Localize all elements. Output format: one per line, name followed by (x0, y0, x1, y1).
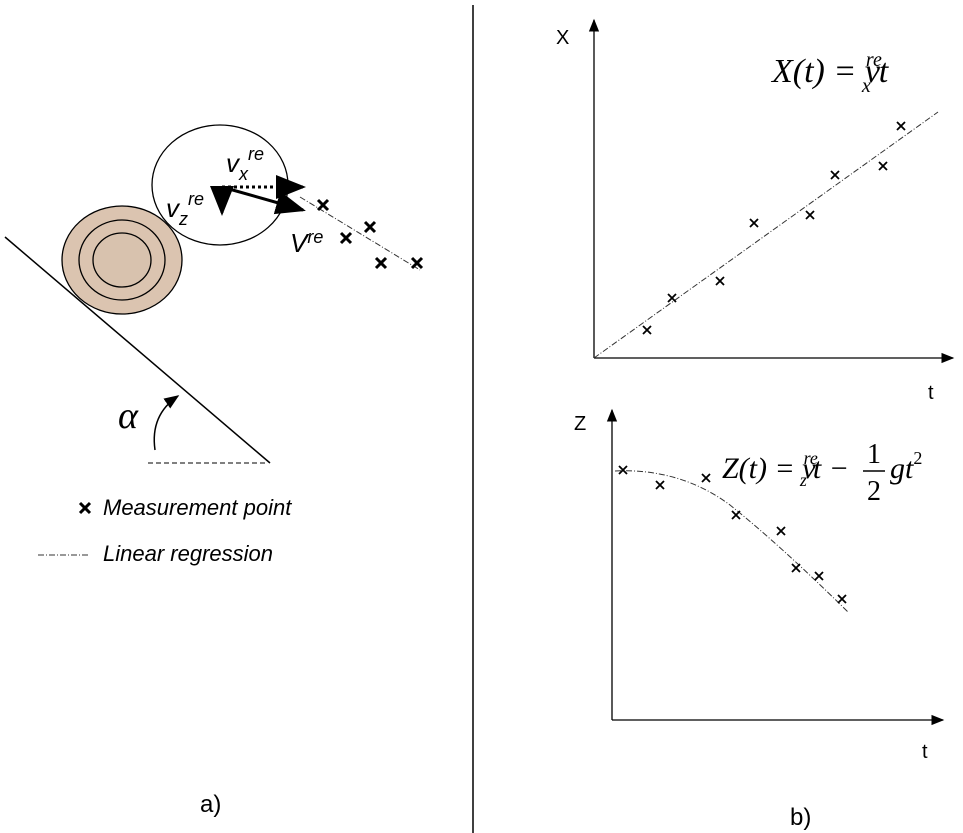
vx-label: vxre (226, 144, 264, 184)
legend-label: Measurement point (103, 495, 292, 520)
measurement-point (374, 256, 388, 270)
fraction-numerator: 1 (867, 439, 881, 470)
measurement-point (363, 220, 377, 234)
measurement-point (78, 501, 92, 515)
measurement-point (655, 480, 665, 490)
measurement-point (837, 594, 847, 604)
measurement-point (618, 465, 628, 475)
measurement-point (701, 473, 711, 483)
measurement-point (410, 256, 424, 270)
measurement-point (878, 161, 888, 171)
y-axis-label: Z (574, 413, 586, 435)
x-axis-label: t (922, 741, 928, 763)
plot-x: X t X(t) = vre x t (556, 18, 955, 404)
equation: X(t) = vre x t (770, 49, 890, 97)
angle-arrow (153, 395, 180, 451)
measurement-points (642, 121, 906, 335)
fit-curve (614, 470, 849, 613)
vz-label: vzre (166, 189, 204, 229)
legend-label: Linear regression (103, 541, 273, 566)
measurement-point (805, 210, 815, 220)
measurement-point (339, 231, 353, 245)
measurement-points (316, 198, 424, 270)
v-arrow (221, 185, 306, 215)
caption: a) (200, 791, 221, 818)
equation: Z(t) = vre z t − (722, 448, 849, 490)
slope (4, 236, 271, 464)
measurement-point (316, 198, 330, 212)
measurement-point (791, 563, 801, 573)
x-axis-label: t (928, 382, 934, 404)
measurement-point (667, 293, 677, 303)
measurement-point (814, 571, 824, 581)
measurement-point (731, 510, 741, 520)
panel-a: α vxre vzre Vre Measurement point Linear… (4, 124, 424, 818)
regression-line (593, 111, 939, 359)
fraction-denominator: 2 (867, 476, 881, 507)
angle-label: α (118, 395, 139, 437)
measurement-point (776, 526, 786, 536)
measurement-point (642, 325, 652, 335)
measurement-point (749, 218, 759, 228)
measurement-point (830, 170, 840, 180)
ball-later (151, 124, 289, 246)
ball-inner (92, 232, 152, 288)
measurement-points (618, 465, 847, 604)
equation-tail: gt2 (890, 448, 922, 485)
measurement-point (715, 276, 725, 286)
legend-marker (78, 501, 92, 515)
measurement-point (896, 121, 906, 131)
plot-z: Z t Z(t) = vre z t − 1 2 gt2 b) (574, 408, 945, 831)
caption: b) (790, 804, 811, 831)
v-label: Vre (290, 227, 323, 258)
y-axis-label: X (556, 27, 569, 49)
